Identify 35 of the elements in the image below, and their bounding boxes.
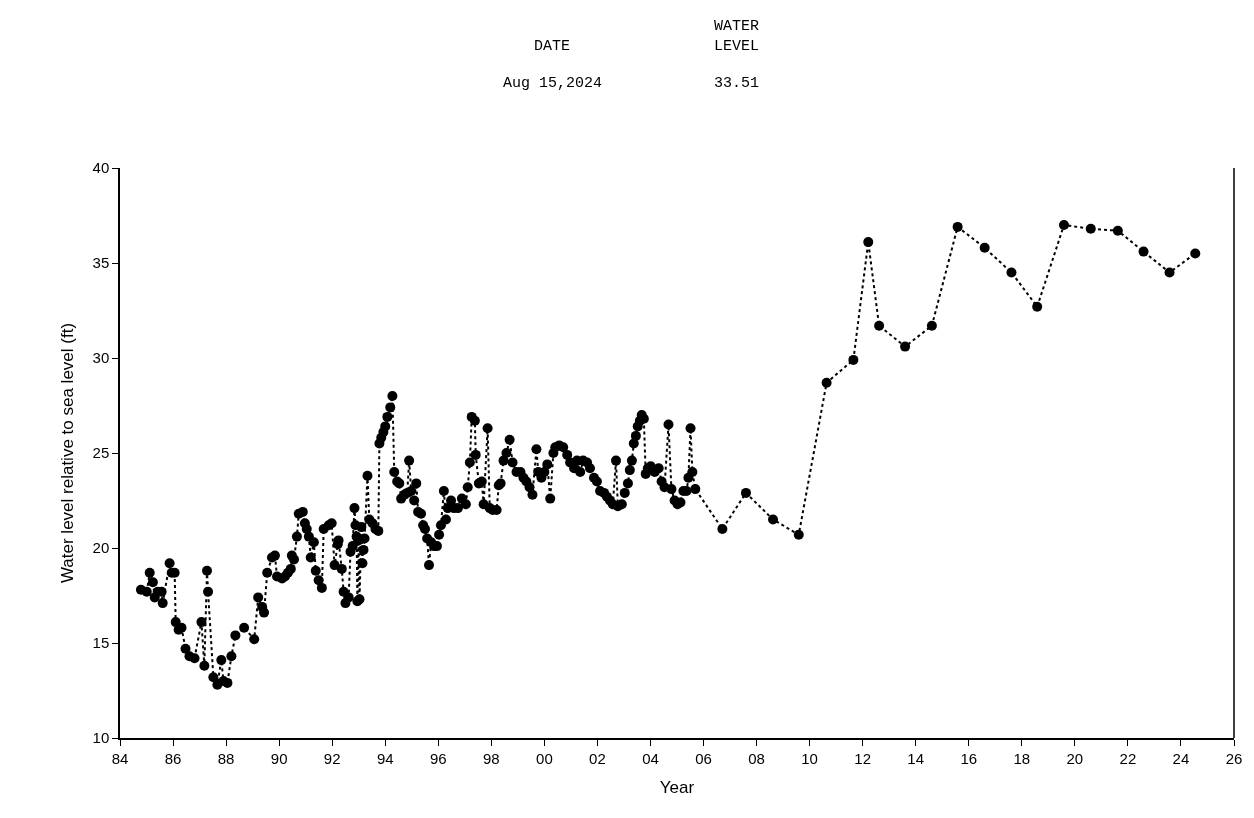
x-tick-label: 14 — [907, 749, 925, 767]
x-tick-label: 26 — [1225, 749, 1243, 767]
x-tick-label: 06 — [695, 749, 712, 767]
text: WATER LEVEL — [714, 18, 760, 55]
x-tick-label: 10 — [801, 749, 818, 767]
x-tick-label: 84 — [111, 749, 129, 767]
x-tick-label: 96 — [429, 749, 447, 767]
y-tick-label: 30 — [92, 349, 110, 367]
y-tick-label: 10 — [92, 729, 110, 747]
x-tick-label: 86 — [164, 749, 182, 767]
x-tick-label: 92 — [323, 749, 341, 767]
y-tick-label: 20 — [92, 539, 110, 557]
x-tick-label: 88 — [217, 749, 235, 767]
x-tick-label: 98 — [482, 749, 500, 767]
x-tick-label: 12 — [854, 749, 872, 767]
x-tick-label: 16 — [960, 749, 978, 767]
x-tick-label: 24 — [1172, 749, 1190, 767]
y-tick-label: 15 — [92, 634, 110, 652]
x-tick-label: 08 — [748, 749, 765, 767]
x-tick-label: 04 — [642, 749, 659, 767]
y-tick-label: 40 — [92, 159, 110, 177]
x-tick-label: 22 — [1119, 749, 1137, 767]
x-axis-title: Year — [659, 777, 695, 797]
x-tick-label: 90 — [270, 749, 288, 767]
text: Aug 15,2024 — [503, 75, 603, 92]
y-axis-title: Water level relative to sea level (ft) — [57, 322, 77, 584]
x-tick-label: 02 — [589, 749, 606, 767]
y-tick-label: 25 — [92, 444, 110, 462]
x-tick-label: 94 — [376, 749, 394, 767]
x-tick-label: 00 — [536, 749, 553, 767]
x-tick-label: 20 — [1066, 749, 1084, 767]
text: DATE — [534, 38, 571, 55]
y-tick-label: 35 — [92, 254, 110, 272]
text: 33.51 — [714, 75, 760, 92]
x-tick-label: 18 — [1013, 749, 1031, 767]
